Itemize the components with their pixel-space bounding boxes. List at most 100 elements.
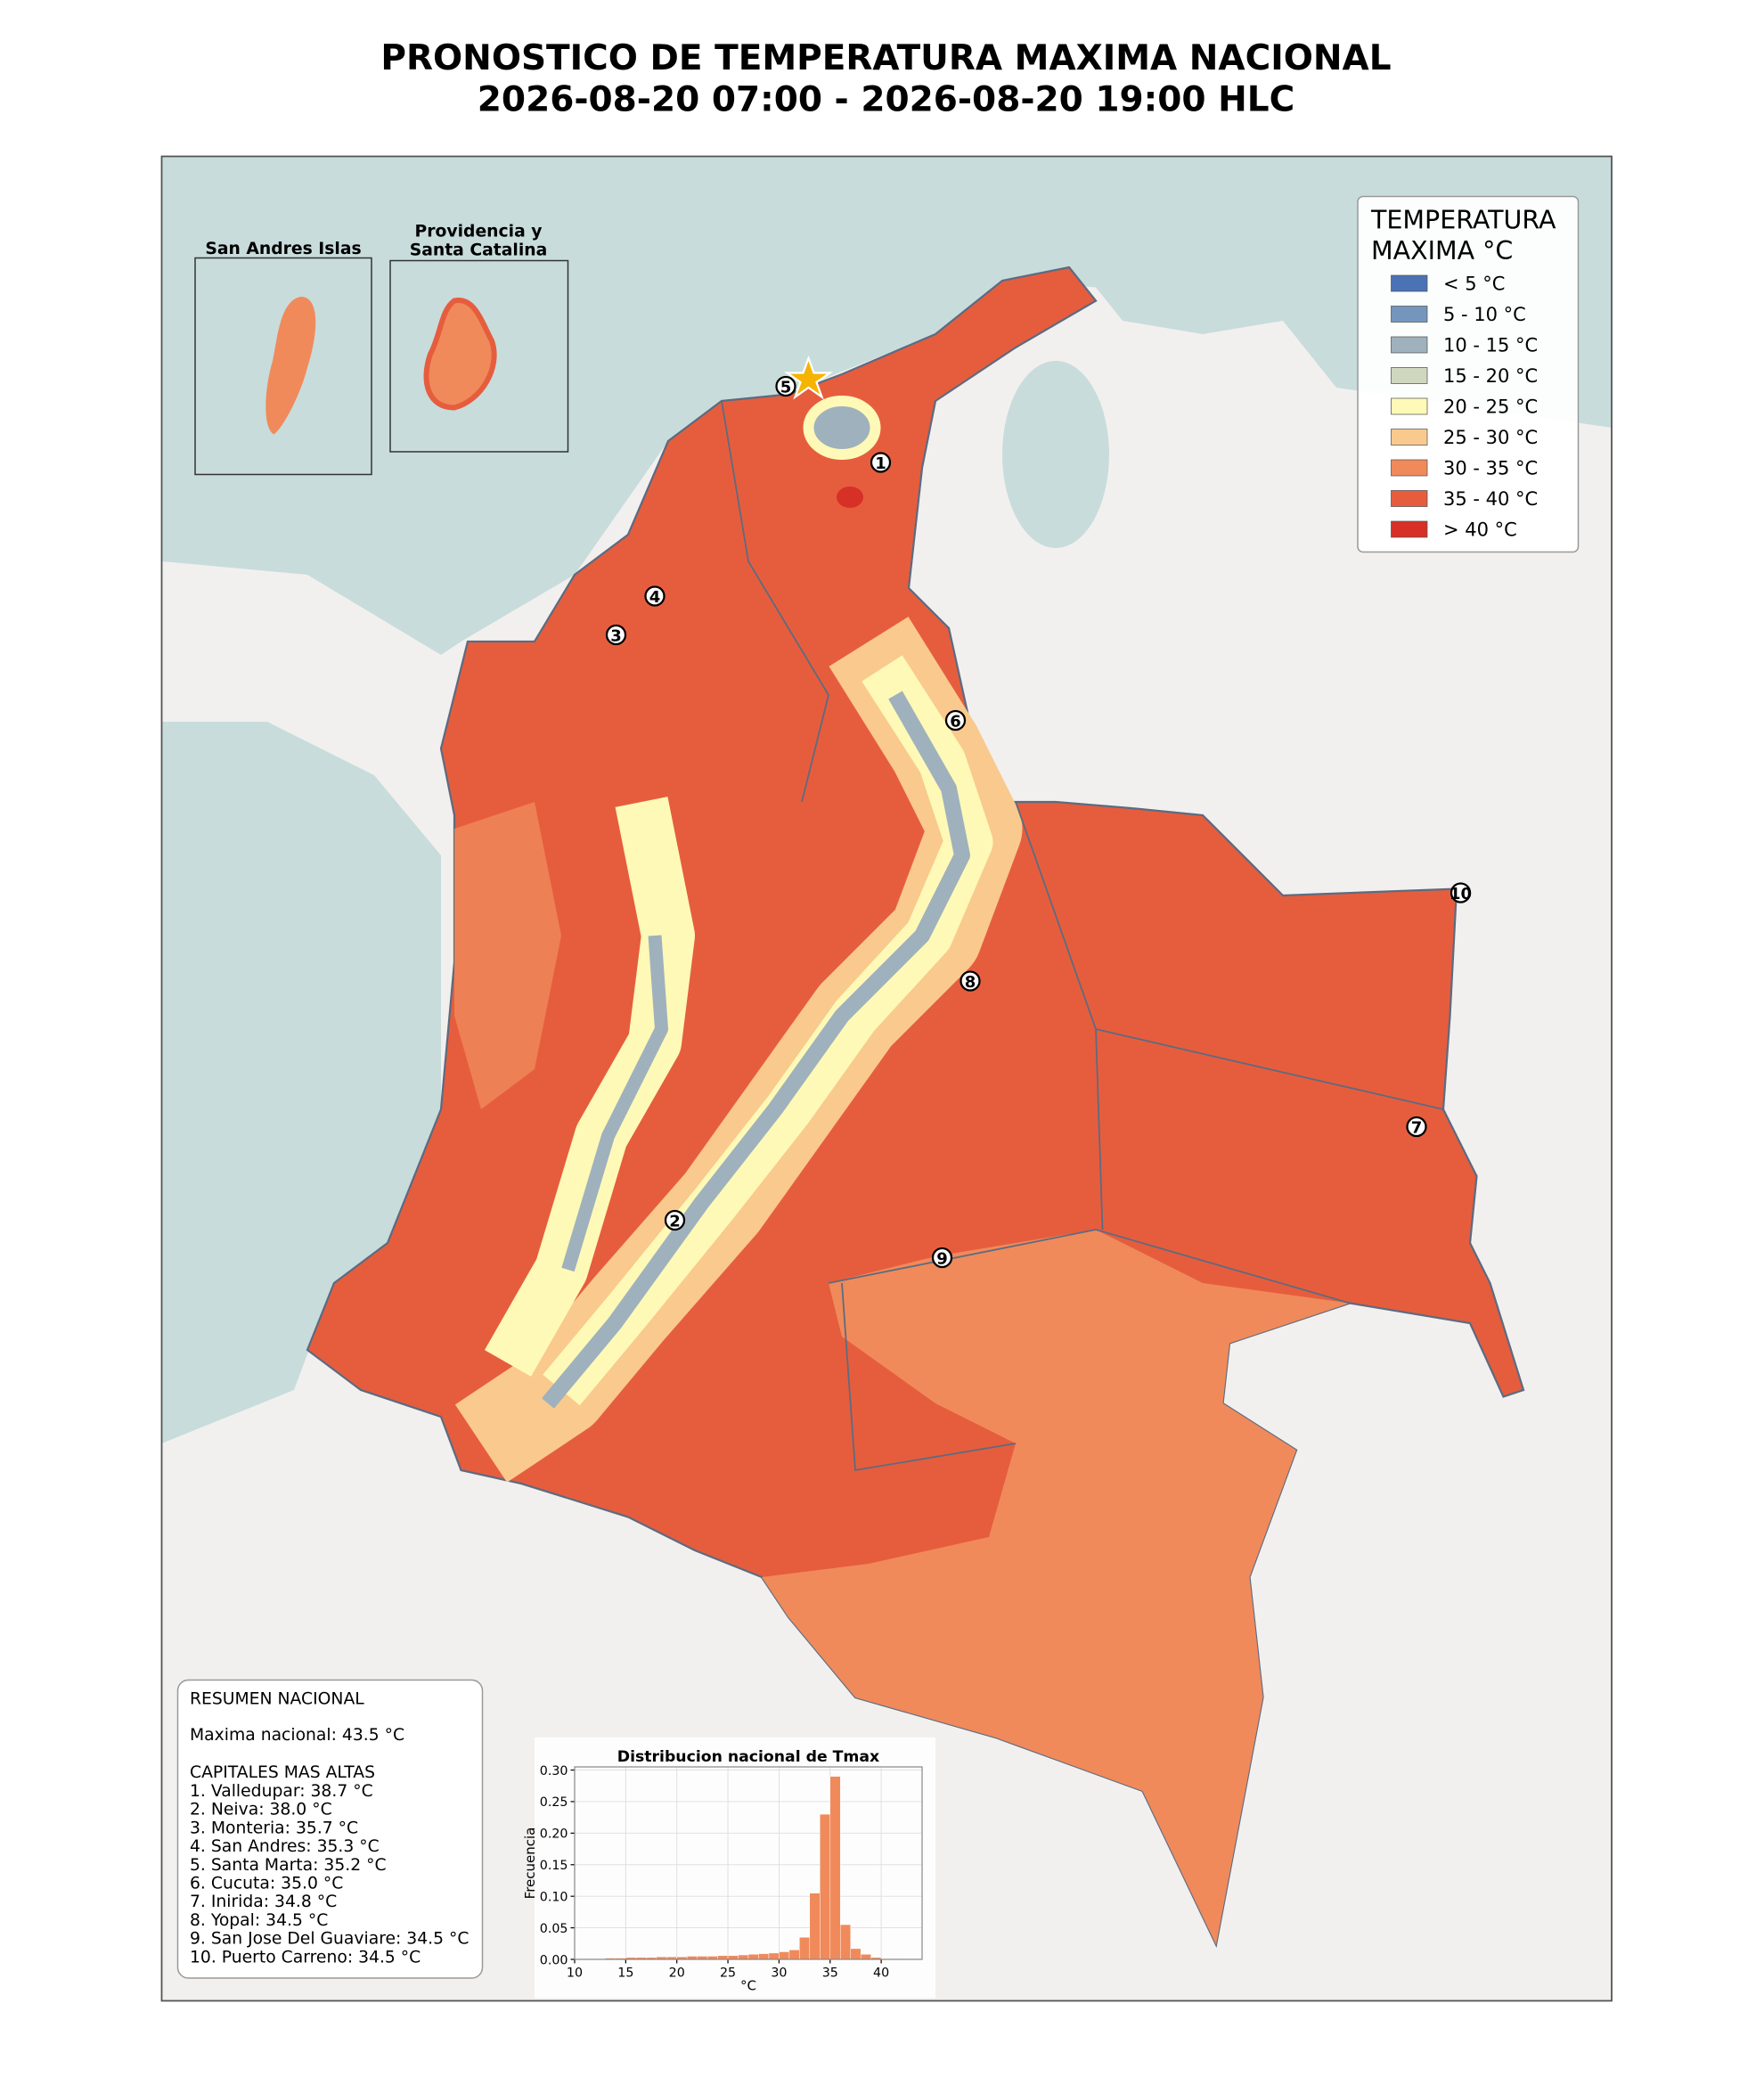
summary-line: 4. San Andres: 35.3 °C bbox=[190, 1837, 380, 1856]
bar bbox=[768, 1952, 780, 1960]
capital-label: 1 bbox=[875, 454, 886, 473]
legend-label: 15 - 20 °C bbox=[1443, 365, 1538, 387]
bar bbox=[799, 1936, 811, 1960]
island bbox=[423, 298, 497, 411]
capital-marker bbox=[931, 1247, 953, 1269]
bar bbox=[829, 1776, 841, 1960]
lake bbox=[1002, 361, 1109, 548]
bar bbox=[727, 1955, 739, 1960]
legend-label: 10 - 15 °C bbox=[1443, 335, 1538, 356]
boundary bbox=[841, 1282, 1017, 1472]
boundary bbox=[1095, 1028, 1104, 1231]
summary-max: Maxima nacional: 43.5 °C bbox=[190, 1726, 404, 1745]
x-tick-label: 20 bbox=[669, 1966, 685, 1981]
capital-marker bbox=[1450, 882, 1472, 904]
max-star bbox=[783, 355, 834, 400]
summary-line: 9. San Jose Del Guaviare: 34.5 °C bbox=[190, 1930, 469, 1949]
legend-swatch bbox=[1391, 459, 1428, 477]
capital-marker bbox=[1406, 1116, 1427, 1138]
legend-swatch bbox=[1391, 336, 1428, 354]
title: 2026-08-20 07:00 - 2026-08-20 19:00 HLC bbox=[478, 80, 1294, 120]
summary: RESUMEN NACIONAL Maxima nacional: 43.5 °C… bbox=[176, 1679, 484, 1979]
y-tick-label: 0.30 bbox=[540, 1764, 568, 1778]
andes bbox=[542, 691, 970, 1409]
summary-line: 7. Inirida: 34.8 °C bbox=[190, 1893, 337, 1911]
legend-title: MAXIMA °C bbox=[1371, 236, 1513, 266]
bar bbox=[717, 1955, 729, 1960]
bar bbox=[850, 1948, 862, 1960]
summary-line: 3. Monteria: 35.7 °C bbox=[190, 1819, 358, 1837]
chart-title: Distribucion nacional de Tmax bbox=[617, 1748, 879, 1766]
bar bbox=[788, 1950, 800, 1960]
capital-marker bbox=[664, 1209, 686, 1231]
legend-label: 5 - 10 °C bbox=[1443, 304, 1526, 325]
legend-title: TEMPERATURA bbox=[1370, 206, 1556, 235]
legend-label: 25 - 30 °C bbox=[1443, 427, 1538, 448]
capital-marker bbox=[870, 452, 892, 473]
summary-line: 6. Cucuta: 35.0 °C bbox=[190, 1875, 343, 1893]
capital-label: 5 bbox=[780, 378, 792, 397]
legend-swatch bbox=[1391, 306, 1428, 323]
inset-title: Santa Catalina bbox=[410, 241, 548, 260]
legend-label: 35 - 40 °C bbox=[1443, 488, 1538, 510]
capital-marker bbox=[944, 709, 967, 732]
capital-label: 8 bbox=[965, 973, 976, 992]
x-tick-label: 10 bbox=[567, 1966, 583, 1981]
legend-label: 30 - 35 °C bbox=[1443, 458, 1538, 479]
bar bbox=[779, 1951, 790, 1960]
capital-label: 10 bbox=[1450, 885, 1472, 904]
capital-label: 7 bbox=[1411, 1118, 1423, 1137]
y-tick-label: 0.05 bbox=[540, 1922, 568, 1936]
island bbox=[265, 297, 316, 435]
title: PRONOSTICO DE TEMPERATURA MAXIMA NACIONA… bbox=[380, 38, 1391, 78]
bar bbox=[820, 1813, 830, 1960]
legend-swatch bbox=[1391, 274, 1428, 292]
bar bbox=[758, 1953, 770, 1960]
summary-line: 10. Puerto Carreno: 34.5 °C bbox=[190, 1948, 421, 1966]
legend-label: 20 - 25 °C bbox=[1443, 397, 1538, 418]
capital-label: 6 bbox=[950, 712, 961, 731]
legend-swatch bbox=[1391, 397, 1428, 415]
x-axis-label: °C bbox=[740, 1978, 756, 1994]
x-tick-label: 35 bbox=[822, 1966, 838, 1981]
capital-label: 2 bbox=[669, 1212, 681, 1231]
legend-swatch bbox=[1391, 520, 1428, 538]
inset-title: San Andres Islas bbox=[205, 240, 361, 258]
bar bbox=[840, 1924, 851, 1960]
bar bbox=[860, 1954, 871, 1960]
capital-label: 9 bbox=[936, 1249, 948, 1268]
boundary bbox=[721, 400, 829, 803]
bar bbox=[747, 1954, 759, 1960]
inset-title: Providencia y bbox=[415, 223, 543, 241]
x-tick-label: 15 bbox=[617, 1966, 633, 1981]
x-tick-label: 30 bbox=[771, 1966, 787, 1981]
summary-line: 8. Yopal: 34.5 °C bbox=[190, 1911, 328, 1930]
capital-marker bbox=[644, 585, 666, 607]
y-tick-label: 0.10 bbox=[540, 1890, 568, 1904]
summary-line: 2. Neiva: 38.0 °C bbox=[190, 1801, 332, 1819]
boundary bbox=[828, 1229, 1351, 1304]
warm-region bbox=[454, 802, 561, 1109]
warm-region bbox=[762, 1230, 1350, 1945]
legend-swatch bbox=[1391, 490, 1428, 507]
capital-marker bbox=[960, 970, 981, 992]
summary-line: 5. Santa Marta: 35.2 °C bbox=[190, 1856, 387, 1875]
plot-frame bbox=[574, 1766, 923, 1960]
y-axis-label: Frecuencia bbox=[522, 1827, 538, 1900]
capital-marker bbox=[605, 624, 627, 646]
x-tick-label: 25 bbox=[720, 1966, 736, 1981]
legend-label: < 5 °C bbox=[1443, 274, 1505, 295]
capital-label: 3 bbox=[610, 626, 622, 645]
map-frame bbox=[160, 155, 1613, 2002]
bar bbox=[809, 1893, 821, 1960]
capital-marker bbox=[775, 375, 796, 397]
y-tick-label: 0.20 bbox=[540, 1827, 568, 1842]
legend-label: > 40 °C bbox=[1443, 519, 1517, 541]
y-tick-label: 0.00 bbox=[540, 1953, 568, 1967]
histogram: Distribucion nacional de Tmax 0.00 0.05 0.1… bbox=[522, 1738, 935, 1999]
summary-line: 1. Valledupar: 38.7 °C bbox=[190, 1782, 373, 1801]
summary-heading: CAPITALES MAS ALTAS bbox=[190, 1763, 375, 1782]
